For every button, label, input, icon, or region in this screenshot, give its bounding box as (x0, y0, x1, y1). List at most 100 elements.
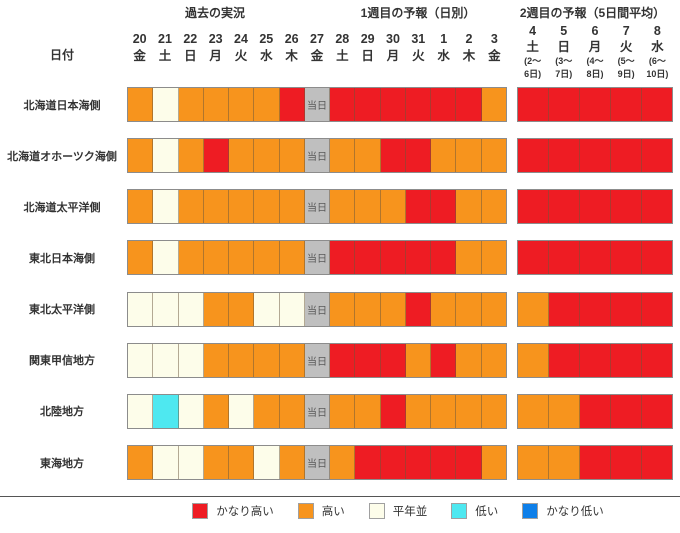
today-cell: 当日 (304, 292, 331, 326)
category-cell (355, 394, 381, 428)
avg-range-start: (4～ (586, 56, 604, 66)
category-cell (580, 190, 611, 224)
category-cell (153, 88, 179, 121)
category-cell (380, 394, 406, 428)
day-number: 26 (284, 32, 299, 46)
category-cell (254, 292, 280, 326)
category-cell (611, 241, 642, 275)
day-weekday: 火 (619, 40, 633, 54)
day-header-25: 25 水 (254, 31, 279, 65)
category-cell (431, 343, 457, 377)
category-cell (431, 292, 457, 326)
region-label: 北陸地方 (40, 406, 84, 419)
avg-range-start: (3～ (555, 56, 573, 66)
week2-block-row-5 (517, 291, 673, 327)
category-cell (279, 343, 305, 377)
category-cell (254, 343, 280, 377)
week2-block-row-7 (517, 393, 673, 429)
category-cell (128, 394, 154, 428)
day-weekday: 水 (651, 40, 664, 54)
category-cell (611, 343, 642, 377)
day-weekday: 日 (557, 40, 571, 54)
category-cell (456, 394, 482, 428)
week2-block-row-1 (517, 87, 673, 122)
category-cell (580, 394, 611, 428)
day-weekday: 木 (285, 49, 298, 63)
category-cell (330, 343, 356, 377)
avg-range-end: 9日) (617, 69, 635, 79)
category-cell (611, 139, 642, 173)
category-cell (431, 139, 457, 173)
avg-range-start: (5～ (617, 56, 635, 66)
today-cell-label: 当日 (306, 459, 327, 471)
today-cell-label: 当日 (306, 305, 327, 317)
week2-block-row-8 (517, 445, 673, 481)
legend-swatch (297, 503, 314, 519)
category-cell (153, 190, 179, 224)
day-number: 21 (158, 32, 172, 46)
category-cell (580, 88, 611, 121)
category-cell (380, 446, 406, 480)
category-cell (178, 394, 204, 428)
category-cell (642, 394, 672, 428)
category-cell (518, 241, 549, 275)
category-cell (405, 190, 432, 224)
date-column-header: 日付 (49, 48, 74, 62)
week2-block-row-3 (517, 189, 673, 225)
category-cell (405, 139, 432, 173)
region-label: 北海道オホーツク海側 (7, 150, 117, 163)
avg-range-end: 10日) (646, 69, 669, 79)
day-weekday: 金 (133, 49, 146, 63)
category-cell (229, 292, 255, 326)
avg-range-end: 8日) (586, 69, 604, 79)
day-weekday: 月 (588, 40, 602, 54)
region-label: 北海道日本海側 (23, 99, 101, 112)
legend-label: 高い (321, 506, 345, 518)
avg-range-end: 7日) (555, 69, 573, 79)
today-cell: 当日 (304, 241, 331, 275)
category-cell (431, 190, 457, 224)
day-header-26: 26 木 (279, 31, 304, 65)
category-cell (580, 139, 611, 173)
legend-item: 高い (297, 503, 345, 519)
day-weekday: 水 (437, 49, 450, 63)
category-cell (518, 394, 549, 428)
category-cell (549, 394, 580, 428)
day-number: 2 (465, 32, 473, 46)
category-cell (254, 190, 280, 224)
daily-block-row-2: 当日 (127, 138, 507, 174)
category-cell (518, 190, 549, 224)
category-cell (178, 446, 204, 480)
today-cell: 当日 (304, 394, 331, 428)
category-cell (481, 139, 506, 173)
category-cell (330, 446, 356, 480)
category-cell (330, 88, 356, 121)
daily-block-row-5: 当日 (127, 291, 507, 327)
category-cell (279, 292, 305, 326)
day-number: 23 (208, 32, 223, 46)
category-cell (229, 343, 255, 377)
week2-block-row-4 (517, 240, 673, 276)
day-number: 1 (440, 32, 448, 46)
category-cell (254, 446, 280, 480)
day-number: 6 (591, 24, 599, 38)
category-cell (178, 241, 204, 275)
region-label: 北海道太平洋側 (23, 201, 101, 214)
today-cell-label: 当日 (306, 203, 327, 215)
day-number: 20 (132, 32, 147, 46)
category-cell (380, 292, 406, 326)
day-header-21: 21 土 (152, 31, 177, 65)
category-cell (611, 88, 642, 121)
category-cell (405, 394, 432, 428)
category-cell (330, 190, 356, 224)
today-cell-label: 当日 (306, 254, 327, 266)
category-cell (229, 394, 255, 428)
category-cell (380, 88, 406, 121)
category-cell (203, 139, 230, 173)
day-weekday: 水 (260, 49, 273, 63)
day-header-31: 31 火 (406, 31, 431, 65)
legend-swatch (522, 503, 539, 519)
category-cell (549, 446, 580, 480)
